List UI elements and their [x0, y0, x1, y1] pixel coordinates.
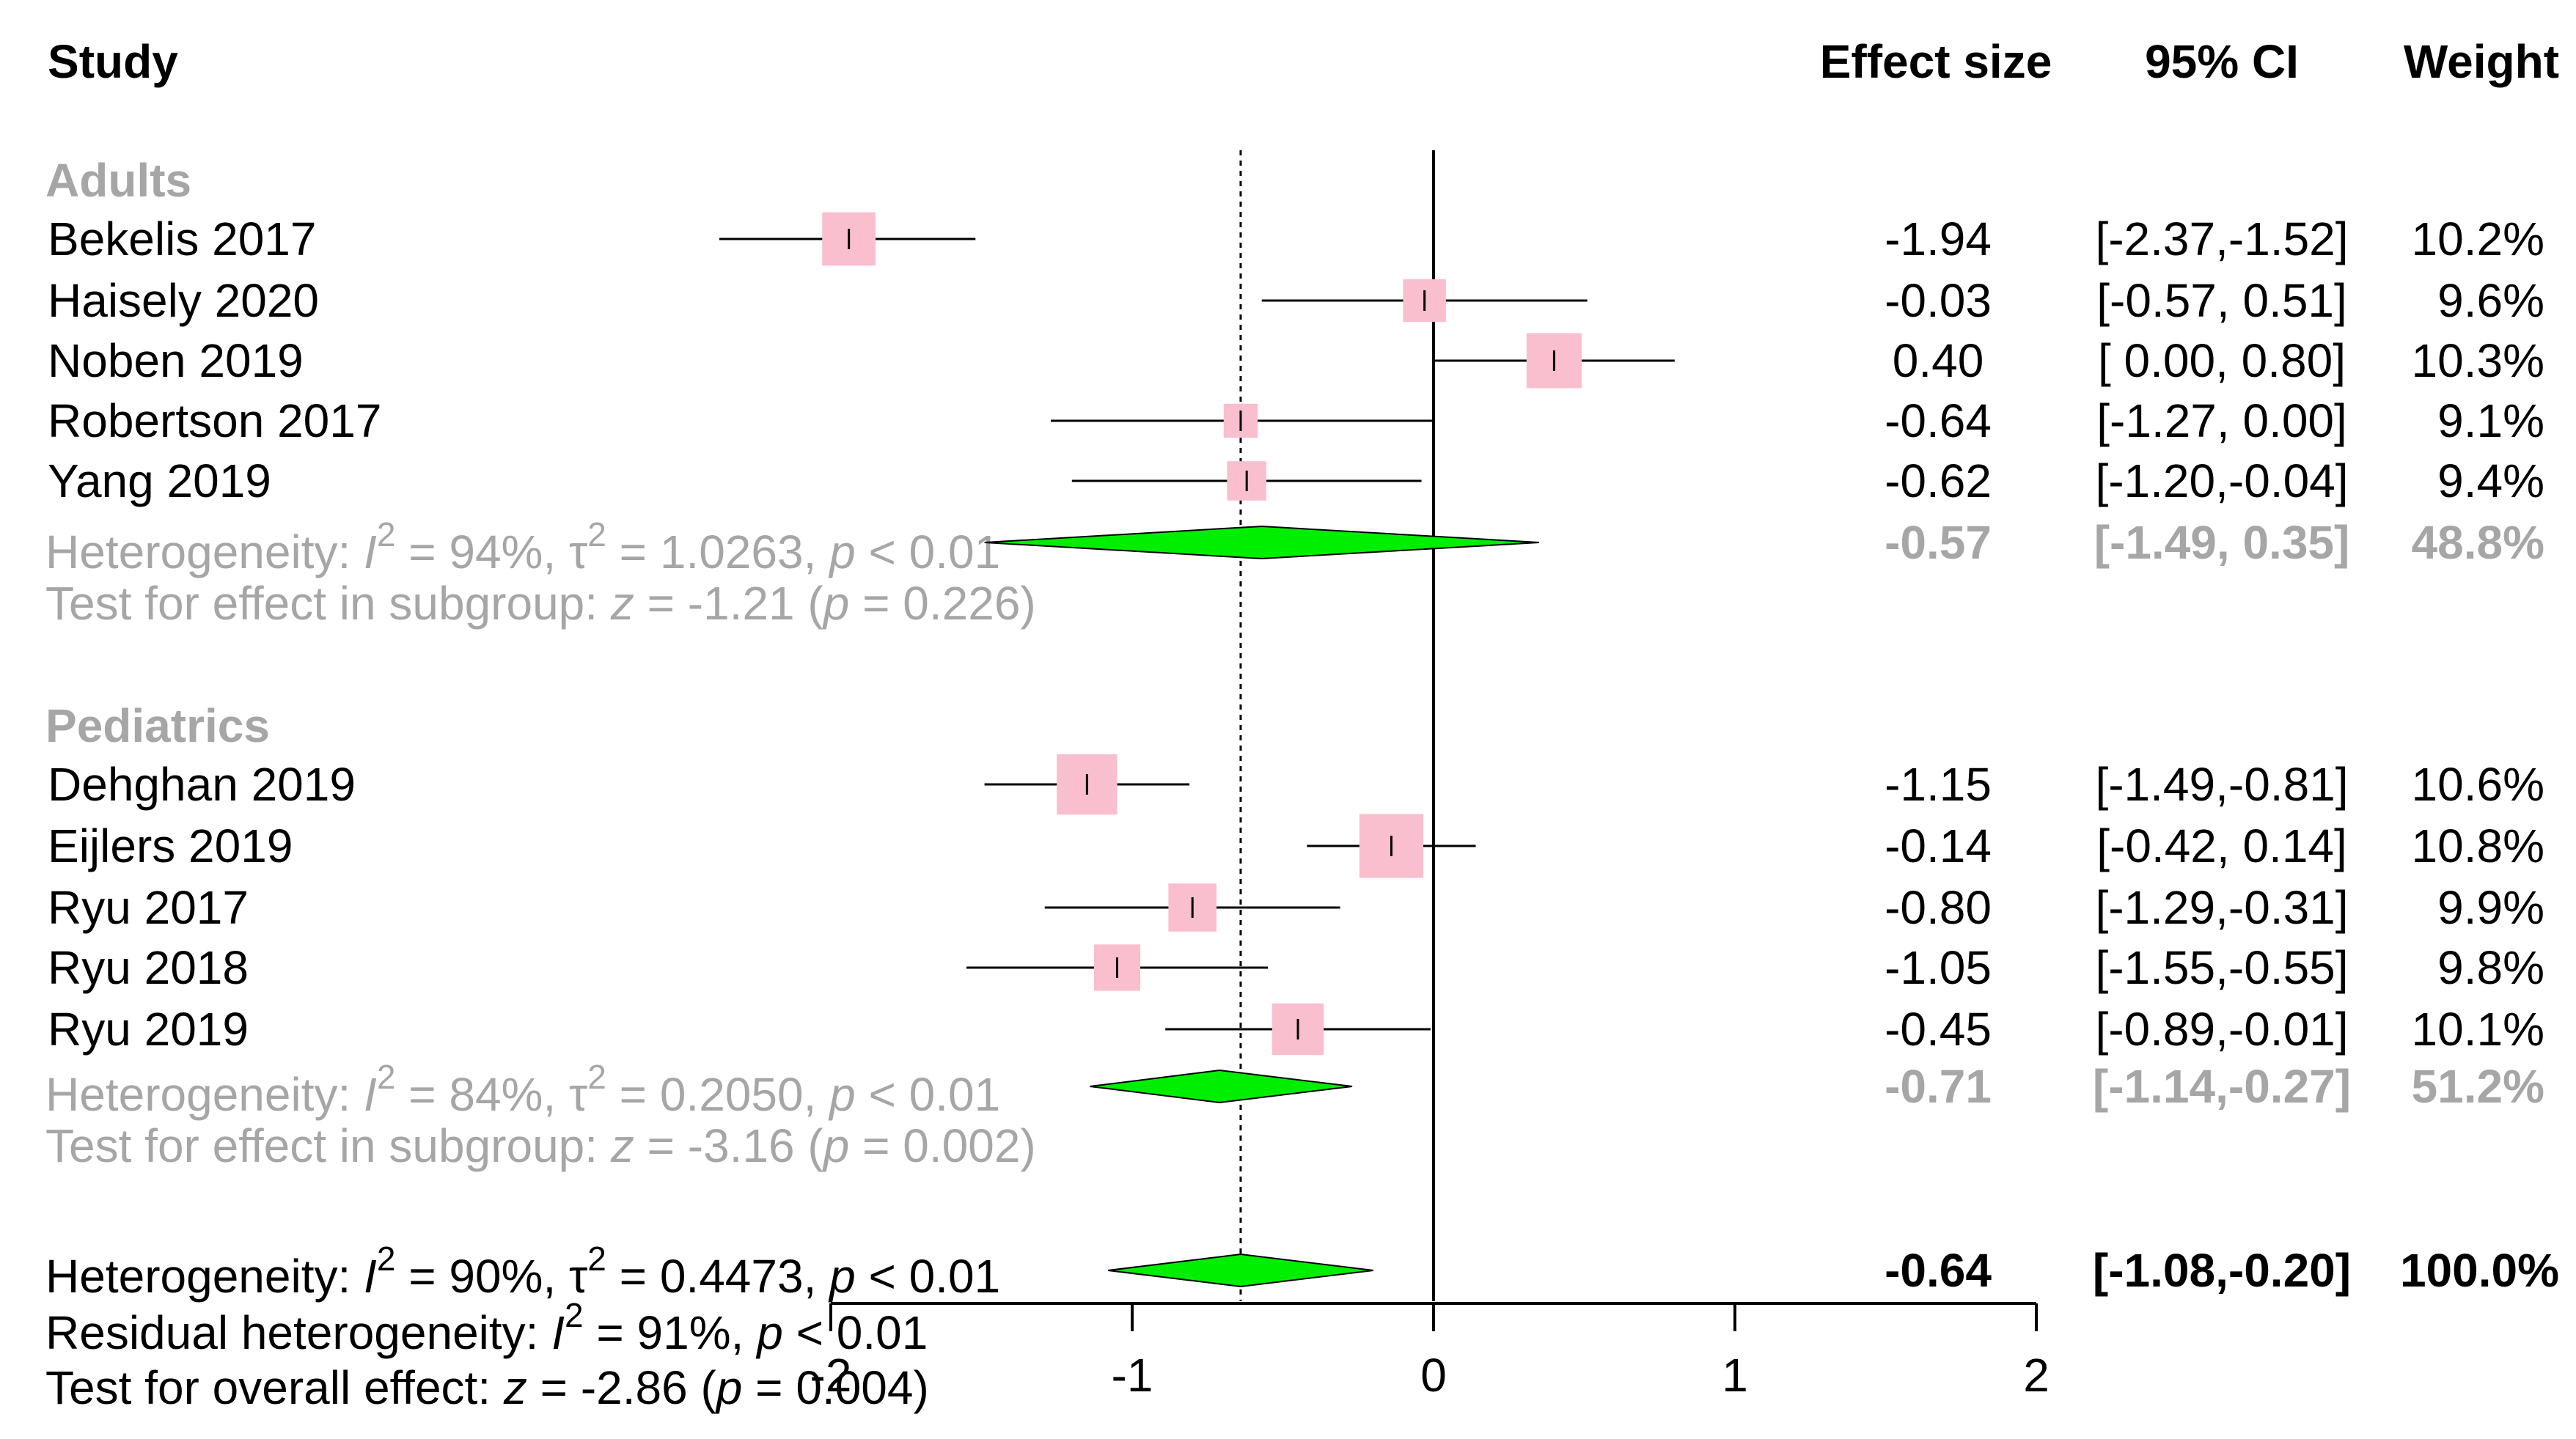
weight-value: 10.1%: [2412, 1003, 2544, 1056]
ci-value: [ 0.00, 0.80]: [2098, 334, 2346, 387]
overall-ci: [-1.08,-0.20]: [2093, 1244, 2351, 1297]
ci-value: [-0.42, 0.14]: [2096, 820, 2347, 872]
weight-value: 10.3%: [2412, 334, 2544, 387]
overall-effect-test-text: Test for overall effect: z = -2.86 (p = …: [45, 1361, 929, 1414]
effect-size-value: -1.15: [1885, 758, 1992, 811]
effect-size-value: -0.03: [1885, 274, 1992, 327]
subgroup-summary-diamond: [1090, 1069, 1353, 1104]
x-tick-label: 0: [1420, 1349, 1447, 1402]
ci-value: [-1.27, 0.00]: [2096, 394, 2347, 447]
ci-value: [-1.49,-0.81]: [2095, 758, 2348, 811]
weight-value: 9.8%: [2437, 941, 2544, 994]
x-tick-label: 2: [2023, 1349, 2050, 1402]
overall-weight: 100.0%: [2400, 1244, 2559, 1297]
weight-value: 9.4%: [2437, 454, 2544, 507]
ci-value: [-2.37,-1.52]: [2095, 213, 2348, 265]
effect-size-value: -0.45: [1885, 1003, 1992, 1056]
overall-effect-size: -0.64: [1885, 1244, 1992, 1297]
effect-size-value: 0.40: [1893, 334, 1984, 387]
adults-subgroup-test-text: Test for effect in subgroup: z = -1.21 (…: [45, 577, 1036, 630]
ci-column-header: 95% CI: [2145, 35, 2299, 88]
weight-column-header: Weight: [2404, 35, 2559, 88]
effect-size-value: -0.62: [1885, 454, 1992, 507]
x-tick-label: -2: [810, 1349, 852, 1402]
study-name: Ryu 2019: [48, 1003, 249, 1056]
subgroup-effect-size: -0.71: [1885, 1060, 1992, 1113]
effect-size-value: -0.80: [1885, 881, 1992, 934]
effect-size-value: -0.14: [1885, 820, 1992, 872]
weight-value: 9.9%: [2437, 881, 2544, 934]
ci-value: [-0.89,-0.01]: [2095, 1003, 2348, 1056]
weight-value: 10.8%: [2412, 820, 2544, 872]
subgroup-effect-size: -0.57: [1885, 516, 1992, 569]
subgroup-ci: [-1.14,-0.27]: [2093, 1060, 2351, 1113]
effect-size-value: -0.64: [1885, 394, 1992, 447]
effect-size-column-header: Effect size: [1820, 35, 2052, 88]
subgroup-weight: 48.8%: [2412, 516, 2544, 569]
subgroup-label-pediatrics: Pediatrics: [45, 699, 270, 752]
pediatrics-subgroup-test-text: Test for effect in subgroup: z = -3.16 (…: [45, 1119, 1036, 1172]
ci-value: [-0.57, 0.51]: [2096, 274, 2347, 327]
x-tick-label: -1: [1112, 1349, 1153, 1402]
weight-value: 10.2%: [2412, 213, 2544, 265]
subgroup-weight: 51.2%: [2412, 1060, 2544, 1113]
study-name: Ryu 2018: [48, 941, 249, 994]
weight-value: 10.6%: [2412, 758, 2544, 811]
forest-marks: -2 -1 0 1 2 Bekelis 2017 -1.94 [-2.37,-1.52] 10.…: [48, 150, 2559, 1402]
effect-size-value: -1.05: [1885, 941, 1992, 994]
study-name: Bekelis 2017: [48, 213, 316, 265]
weight-value: 9.1%: [2437, 394, 2544, 447]
overall-heterogeneity-text: Heterogeneity: I2 = 90%, τ2 = 0.4473, p …: [45, 1240, 1000, 1303]
ci-value: [-1.55,-0.55]: [2095, 941, 2348, 994]
study-name: Noben 2019: [48, 334, 304, 387]
subgroup-ci: [-1.49, 0.35]: [2094, 516, 2350, 569]
subgroup-label-adults: Adults: [45, 154, 191, 207]
study-name: Haisely 2020: [48, 274, 319, 327]
study-name: Ryu 2017: [48, 881, 249, 934]
subgroup-summary-diamond: [984, 525, 1539, 560]
study-column-header: Study: [48, 35, 178, 88]
pediatrics-heterogeneity-text: Heterogeneity: I2 = 84%, τ2 = 0.2050, p …: [45, 1058, 1000, 1121]
effect-size-value: -1.94: [1885, 213, 1992, 265]
study-name: Robertson 2017: [48, 394, 381, 447]
ci-value: [-1.20,-0.04]: [2095, 454, 2348, 507]
study-name: Dehghan 2019: [48, 758, 356, 811]
study-name: Eijlers 2019: [48, 820, 293, 872]
ci-value: [-1.29,-0.31]: [2095, 881, 2348, 934]
residual-heterogeneity-text: Residual heterogeneity: I2 = 91%, p < 0.…: [45, 1296, 928, 1359]
study-name: Yang 2019: [48, 454, 271, 507]
adults-heterogeneity-text: Heterogeneity: I2 = 94%, τ2 = 1.0263, p …: [45, 515, 1000, 578]
weight-value: 9.6%: [2437, 274, 2544, 327]
x-tick-label: 1: [1722, 1349, 1748, 1402]
overall-summary-diamond: [1107, 1253, 1373, 1288]
